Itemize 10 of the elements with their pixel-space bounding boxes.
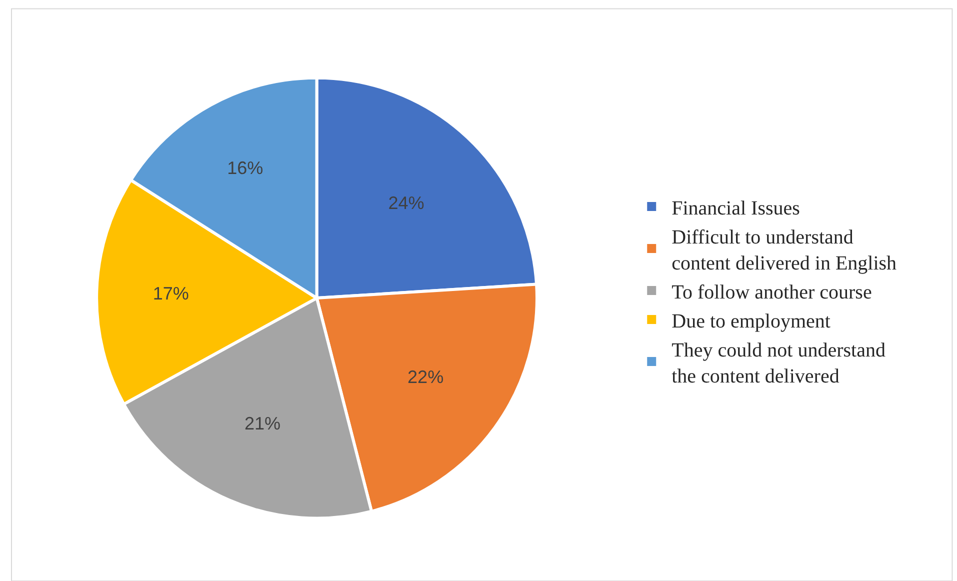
data-label: 24% [388,192,424,213]
legend-label: Difficult to understand content delivered in English [672,226,897,274]
data-label: 21% [244,413,281,434]
data-label: 16% [227,158,264,178]
legend-label: Due to employment [672,310,831,332]
data-label: 22% [408,367,444,388]
legend-label: Financial Issues [672,197,800,220]
legend-label: They could not understand the content delivered [672,339,886,388]
legend-label: To follow another course [672,281,872,304]
data-label: 17% [152,283,189,304]
